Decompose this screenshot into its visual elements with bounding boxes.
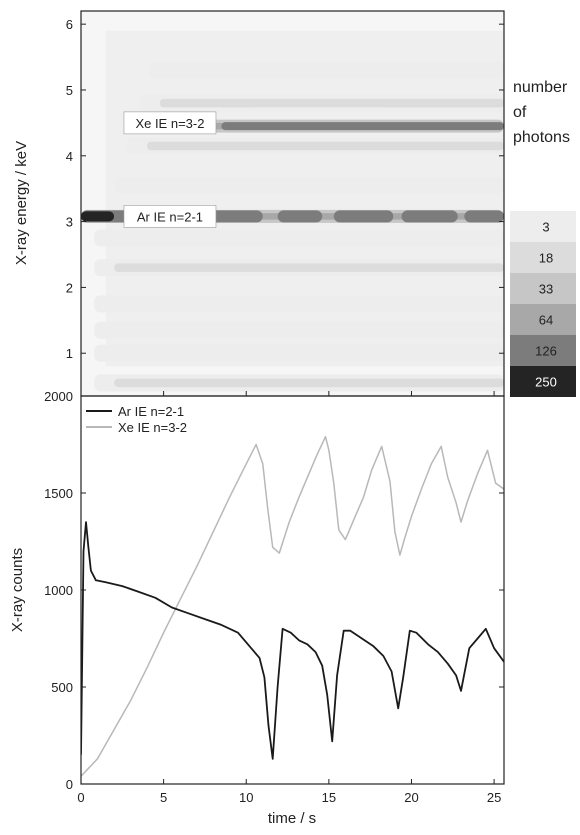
heatmap-band-core <box>114 378 504 388</box>
energy-tick-label: 6 <box>66 17 73 32</box>
counts-tick-label: 0 <box>66 777 73 792</box>
energy-tick-label: 2 <box>66 280 73 295</box>
legend-label: Ar IE n=2-1 <box>118 404 184 419</box>
colorbar-level-label: 126 <box>535 344 557 359</box>
heatmap-band-core <box>169 65 504 75</box>
energy-tick-label: 3 <box>66 215 73 230</box>
counts-tick-label: 2000 <box>44 389 73 404</box>
time-tick-label: 5 <box>160 790 167 805</box>
counts-panel: 0 500 1000 1500 2000 0 5 10 15 20 25 X-ray counts… <box>9 389 505 827</box>
time-tick-label: 10 <box>239 790 253 805</box>
colorbar-level-label: 64 <box>539 313 553 328</box>
spectrogram-annotations: Xe IE n=3-2 Ar IE n=2-1 <box>123 111 217 228</box>
ar-line-segment <box>464 210 504 223</box>
time-tick-label: 20 <box>404 790 418 805</box>
colorbar-swatch <box>510 304 576 335</box>
heatmap-band-core <box>135 181 504 190</box>
colorbar-swatch <box>510 366 576 397</box>
heatmap-band-core <box>159 98 504 108</box>
colorbar-level-label: 250 <box>535 375 557 390</box>
counts-tick-label: 1500 <box>44 486 73 501</box>
energy-tick-label: 5 <box>66 83 73 98</box>
heatmap-band-core <box>114 325 504 335</box>
annotation-box <box>123 111 217 135</box>
heatmap-band-core <box>146 141 504 151</box>
spectrogram-panel: 1 2 3 4 5 6 X-ray energy / keV Xe IE n=3-2 Ar … <box>13 10 505 397</box>
heatmap-band-core <box>114 233 504 243</box>
ar-line-segment <box>401 210 458 223</box>
heatmap-band-core <box>114 348 504 358</box>
colorbar-swatch <box>510 242 576 273</box>
colorbar-swatch <box>510 273 576 304</box>
ar-line-segment <box>277 210 323 223</box>
colorbar-swatch <box>510 335 576 366</box>
ar-line-segment <box>333 210 394 223</box>
counts-tick-label: 500 <box>51 680 73 695</box>
colorbar-title: number of photons <box>513 79 570 146</box>
colorbar-level-label: 18 <box>539 251 553 266</box>
heatmap-band-peak <box>221 122 504 131</box>
heatmap-haze <box>105 30 504 367</box>
time-tick-label: 0 <box>77 790 84 805</box>
colorbar-level-label: 3 <box>542 220 549 235</box>
annotation-label: Ar IE n=2-1 <box>137 209 203 224</box>
colorbar-level-label: 33 <box>539 282 553 297</box>
counts-axis-label: X-ray counts <box>9 548 26 632</box>
time-tick-label: 25 <box>487 790 501 805</box>
colorbar-levels: 3 18 33 64 126 250 <box>510 211 576 397</box>
spectrogram-heatmap <box>81 11 504 396</box>
annotation-box <box>123 205 217 228</box>
colorbar-title-line: number <box>513 79 568 96</box>
legend-label: Xe IE n=3-2 <box>118 420 187 435</box>
series-line <box>81 435 504 777</box>
energy-axis-ticks: 1 2 3 4 5 6 <box>66 17 504 396</box>
colorbar-swatch <box>510 211 576 242</box>
photon-count-colorbar: number of photons 3 18 33 64 126 250 <box>510 79 576 397</box>
time-axis-ticks: 0 5 10 15 20 25 <box>77 779 501 805</box>
series-line <box>81 521 504 760</box>
counts-tick-label: 1000 <box>44 583 73 598</box>
energy-axis-label: X-ray energy / keV <box>13 141 30 265</box>
time-axis-label: time / s <box>268 810 316 827</box>
counts-frame <box>80 395 505 785</box>
colorbar-title-line: photons <box>513 129 570 146</box>
heatmap-band-core <box>114 263 504 272</box>
colorbar-title-line: of <box>513 104 527 121</box>
energy-tick-label: 1 <box>66 346 73 361</box>
energy-tick-label: 4 <box>66 149 73 164</box>
annotation-label: Xe IE n=3-2 <box>135 116 204 131</box>
counts-axis-ticks: 0 500 1000 1500 2000 <box>44 389 504 792</box>
heatmap-band-core <box>114 299 504 309</box>
time-tick-label: 15 <box>322 790 336 805</box>
counts-legend: Ar IE n=2-1Xe IE n=3-2 <box>86 404 187 435</box>
counts-lines <box>81 435 504 777</box>
ar-line-peak <box>81 211 115 222</box>
